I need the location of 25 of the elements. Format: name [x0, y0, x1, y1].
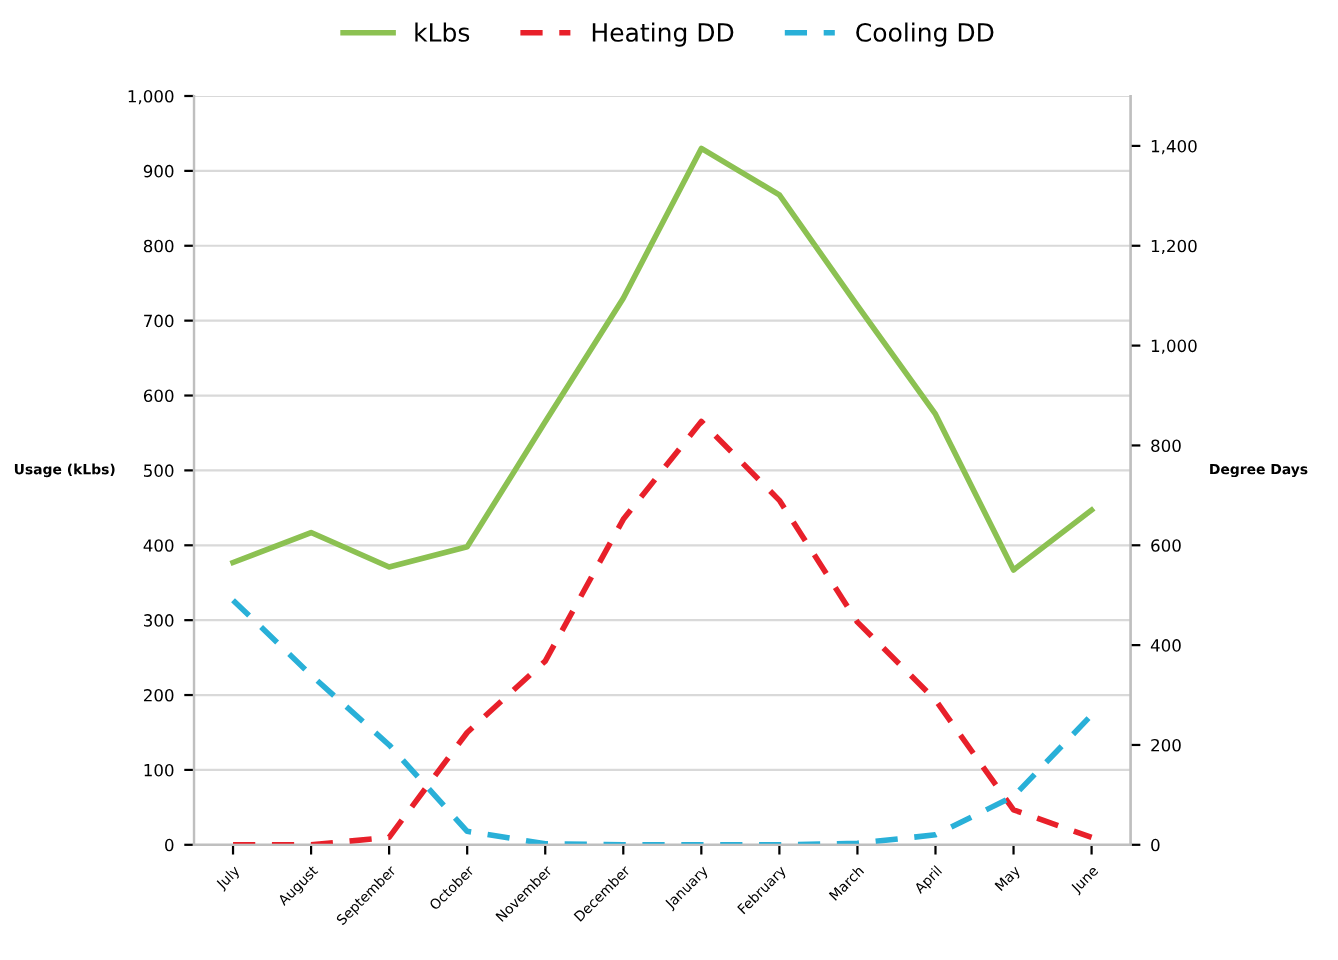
y-tick-label: 800: [143, 239, 174, 253]
y2-tick-label: 1,200: [1151, 239, 1197, 255]
line-series: [230, 418, 1095, 845]
y-tick-label: 1,000: [128, 89, 174, 105]
y-tick-label: 300: [144, 614, 174, 627]
y2-tick-label: 800: [1151, 439, 1181, 453]
y-tick-label: 700: [144, 314, 174, 328]
y-tick-label: 400: [143, 539, 174, 552]
y2-tick-label: 400: [1150, 639, 1181, 652]
y2-tick-label: 1,000: [1151, 339, 1197, 354]
y-tick-label: 0: [165, 838, 174, 852]
y2-tick-label: 200: [1151, 738, 1181, 752]
y-tick-label: 900: [143, 164, 174, 178]
y-tick-label: 500: [144, 464, 174, 477]
y-tick-label: 100: [144, 763, 174, 777]
legend-label: Cooling DD: [856, 22, 994, 47]
y2-tick-label: 0: [1151, 838, 1160, 852]
legend-label: Heating DD: [592, 22, 734, 47]
line-series: [230, 597, 1095, 845]
y2-tick-label: 600: [1151, 539, 1181, 552]
line-series: [230, 145, 1095, 573]
y2-tick-label: 1,400: [1151, 139, 1197, 155]
legend-label: kLbs: [415, 22, 470, 42]
y-tick-label: 600: [143, 389, 174, 403]
y-tick-label: 200: [143, 689, 174, 702]
